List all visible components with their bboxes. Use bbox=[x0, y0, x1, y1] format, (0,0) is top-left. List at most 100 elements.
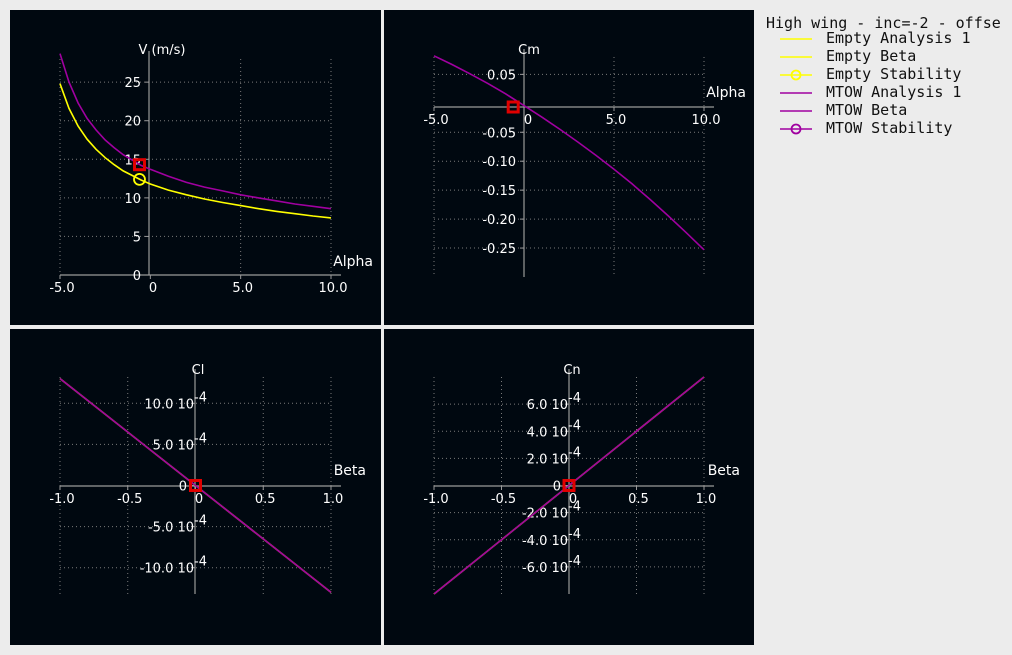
y-tick-label: -5.0 10-4 bbox=[148, 514, 207, 536]
x-tick-label: 1.0 bbox=[323, 492, 344, 507]
y-axis-label: V (m/s) bbox=[139, 43, 186, 58]
y-tick-exponent: -4 bbox=[194, 514, 207, 529]
y-tick-value: 2.0 bbox=[527, 452, 552, 467]
x-tick-label: 0.5 bbox=[628, 492, 649, 507]
stability-point-mtow bbox=[506, 100, 520, 114]
x-tick-label: 0 bbox=[195, 492, 203, 507]
y-tick-exponent: -4 bbox=[568, 445, 581, 460]
legend-entry[interactable]: Empty Stability bbox=[778, 65, 1012, 84]
legend-marker bbox=[790, 69, 802, 81]
legend-marker bbox=[790, 123, 802, 135]
chart-cm-alpha[interactable]: -5.0 0 5.0 10.0 0.05 -0.05 -0.10 -0.15 -0.20 -0.2… bbox=[384, 10, 754, 325]
y-tick-exponent: -4 bbox=[194, 431, 207, 446]
chart-cl-beta[interactable]: -1.0 -0.5 0 0.5 1.0 10.0 10-4 5.0 10-4 0 -5.0 10… bbox=[10, 329, 381, 645]
y-tick-label: -0.10 bbox=[482, 155, 516, 170]
y-tick-label: 10.0 10-4 bbox=[144, 390, 207, 412]
legend-marker-icon bbox=[780, 69, 812, 81]
y-tick-multiplier: 10 bbox=[551, 507, 568, 522]
stability-point-mtow bbox=[189, 479, 202, 492]
y-axis-label: Cm bbox=[518, 43, 540, 58]
y-tick-exponent: -4 bbox=[194, 555, 207, 570]
y-tick-multiplier: 10 bbox=[177, 438, 194, 453]
series-line bbox=[59, 83, 332, 219]
legend-entry-label: MTOW Beta bbox=[826, 101, 908, 119]
y-tick-exponent: -4 bbox=[568, 418, 581, 433]
y-tick-exponent: -4 bbox=[568, 554, 581, 569]
plot-svg: -5.0 0 5.0 10.0 0.05 -0.05 -0.10 -0.15 -0.20 -0.2… bbox=[423, 43, 746, 277]
y-tick-label: -0.20 bbox=[482, 213, 516, 228]
x-tick-label: -1.0 bbox=[423, 492, 448, 507]
legend: High wing - inc=-2 - offse Empty Analysi… bbox=[766, 14, 1012, 144]
x-tick-label: 10.0 bbox=[319, 281, 348, 296]
stability-point-empty bbox=[133, 172, 146, 186]
chart-velocity-alpha[interactable]: -5.0 0 5.0 10.0 0 5 10 15 20 25 V (m/s) Alpha bbox=[10, 10, 381, 325]
y-tick-label: 6.0 10-4 bbox=[527, 391, 581, 413]
y-tick-label: 5 bbox=[133, 230, 141, 245]
y-tick-multiplier: 10 bbox=[551, 398, 568, 413]
y-tick-label: -2.0 10-4 bbox=[522, 500, 581, 522]
legend-entry-label: Empty Analysis 1 bbox=[826, 29, 971, 47]
legend-entry-label: Empty Stability bbox=[826, 65, 962, 83]
y-tick-multiplier: 10 bbox=[551, 561, 568, 576]
y-tick-value: -6.0 bbox=[522, 561, 552, 576]
y-axis-label: Cn bbox=[563, 363, 580, 378]
legend-entry[interactable]: MTOW Stability bbox=[778, 119, 1012, 138]
series-line bbox=[59, 53, 332, 210]
y-tick-label: -4.0 10-4 bbox=[522, 527, 581, 549]
y-tick-label: -10.0 10-4 bbox=[140, 555, 207, 577]
y-tick-label: 20 bbox=[124, 115, 141, 130]
legend-entry-label: MTOW Analysis 1 bbox=[826, 83, 962, 101]
y-tick-value: -4.0 bbox=[522, 534, 552, 549]
y-tick-exponent: -4 bbox=[568, 500, 581, 515]
x-tick-label: 0 bbox=[524, 113, 532, 128]
y-tick-multiplier: 10 bbox=[177, 521, 194, 536]
x-axis-label: Alpha bbox=[333, 254, 373, 270]
x-tick-label: 0 bbox=[569, 492, 577, 507]
legend-line-icon bbox=[780, 38, 812, 40]
legend-entry[interactable]: Empty Analysis 1 bbox=[778, 29, 1012, 48]
y-tick-value: 4.0 bbox=[527, 425, 552, 440]
chart-cn-beta[interactable]: -1.0 -0.5 0 0.5 1.0 6.0 10-4 4.0 10-4 2.0 10-4 0… bbox=[384, 329, 754, 645]
y-tick-label: 0.05 bbox=[487, 68, 516, 83]
series-line bbox=[59, 377, 332, 594]
y-tick-label: 0 bbox=[179, 480, 187, 495]
y-tick-label: 0 bbox=[553, 480, 561, 495]
legend-marker-icon bbox=[780, 123, 812, 135]
x-tick-label: -0.5 bbox=[117, 492, 142, 507]
y-tick-label: 4.0 10-4 bbox=[527, 418, 581, 440]
y-tick-label: -0.05 bbox=[482, 126, 516, 141]
legend-title: High wing - inc=-2 - offse bbox=[766, 14, 1001, 32]
legend-line-icon bbox=[780, 110, 812, 112]
y-tick-label: -0.25 bbox=[482, 242, 516, 257]
x-tick-label: 0 bbox=[149, 281, 157, 296]
plot-svg: -1.0 -0.5 0 0.5 1.010.0 10-45.0 10-40-5.0 10… bbox=[49, 363, 366, 594]
y-tick-multiplier: 10 bbox=[551, 452, 568, 467]
y-tick-exponent: -4 bbox=[194, 390, 207, 405]
legend-entry[interactable]: MTOW Beta bbox=[778, 101, 1012, 120]
y-axis-label: Cl bbox=[192, 363, 205, 378]
legend-entry-label: Empty Beta bbox=[826, 47, 917, 65]
x-tick-label: -0.5 bbox=[491, 492, 516, 507]
x-tick-label: -1.0 bbox=[49, 492, 74, 507]
y-tick-exponent: -4 bbox=[568, 527, 581, 542]
stability-point-mtow bbox=[562, 479, 576, 492]
y-tick-label: -0.15 bbox=[482, 184, 516, 199]
y-tick-value: -10.0 bbox=[140, 562, 178, 577]
y-tick-label: 0 bbox=[133, 269, 141, 284]
x-tick-label: 10.0 bbox=[692, 113, 721, 128]
legend-entry[interactable]: MTOW Analysis 1 bbox=[778, 83, 1012, 102]
x-axis-label: Alpha bbox=[706, 85, 746, 101]
y-tick-value: 10.0 bbox=[144, 397, 177, 412]
series-line bbox=[433, 376, 705, 595]
x-tick-label: 0.5 bbox=[255, 492, 276, 507]
legend-line-icon bbox=[780, 56, 812, 58]
legend-entry[interactable]: Empty Beta bbox=[778, 47, 1012, 66]
x-tick-label: 1.0 bbox=[696, 492, 717, 507]
y-tick-multiplier: 10 bbox=[551, 425, 568, 440]
y-tick-value: 6.0 bbox=[527, 398, 552, 413]
legend-line-icon bbox=[780, 92, 812, 94]
series-line bbox=[433, 55, 705, 251]
x-axis-label: Beta bbox=[708, 463, 740, 479]
x-tick-label: -5.0 bbox=[49, 281, 74, 296]
